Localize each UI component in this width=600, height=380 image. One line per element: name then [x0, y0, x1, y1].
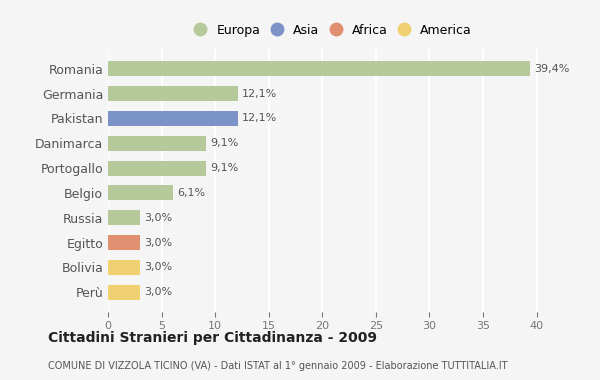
- Bar: [108, 61, 530, 76]
- Text: 12,1%: 12,1%: [242, 113, 277, 124]
- Bar: [108, 285, 140, 300]
- Bar: [108, 136, 205, 151]
- Bar: [108, 210, 140, 225]
- Bar: [108, 235, 140, 250]
- Text: 3,0%: 3,0%: [145, 238, 173, 248]
- Text: 3,0%: 3,0%: [145, 263, 173, 272]
- Text: 9,1%: 9,1%: [210, 163, 238, 173]
- Text: 6,1%: 6,1%: [178, 188, 206, 198]
- Text: 39,4%: 39,4%: [535, 64, 570, 74]
- Bar: [108, 86, 238, 101]
- Text: Cittadini Stranieri per Cittadinanza - 2009: Cittadini Stranieri per Cittadinanza - 2…: [48, 331, 377, 345]
- Text: 9,1%: 9,1%: [210, 138, 238, 148]
- Text: COMUNE DI VIZZOLA TICINO (VA) - Dati ISTAT al 1° gennaio 2009 - Elaborazione TUT: COMUNE DI VIZZOLA TICINO (VA) - Dati IST…: [48, 361, 508, 370]
- Text: 3,0%: 3,0%: [145, 213, 173, 223]
- Text: 3,0%: 3,0%: [145, 287, 173, 297]
- Bar: [108, 260, 140, 275]
- Bar: [108, 161, 205, 176]
- Bar: [108, 185, 173, 200]
- Text: 12,1%: 12,1%: [242, 89, 277, 98]
- Legend: Europa, Asia, Africa, America: Europa, Asia, Africa, America: [189, 19, 477, 42]
- Bar: [108, 111, 238, 126]
